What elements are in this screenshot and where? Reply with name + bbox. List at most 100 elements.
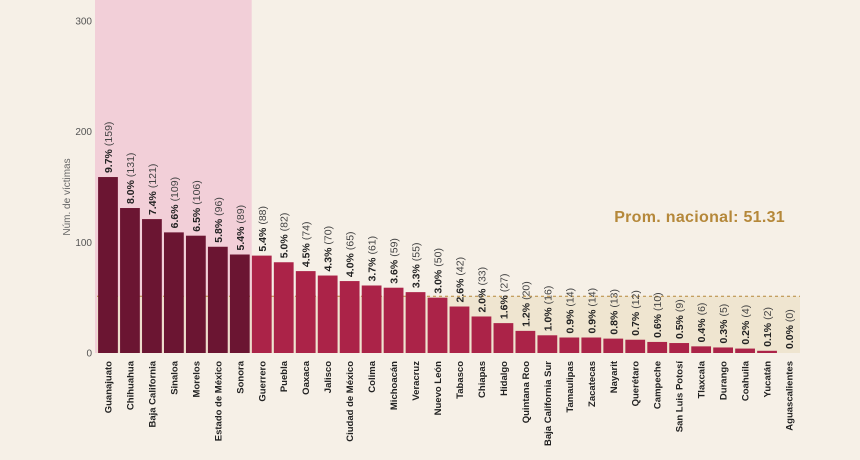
bar xyxy=(691,346,712,353)
count-label: (16) xyxy=(542,286,554,305)
y-tick-label: 0 xyxy=(86,349,92,360)
category-label: Colima xyxy=(367,360,378,392)
category-label: Sonora xyxy=(235,360,246,393)
value-labels: 9.7%(159) 8.0%(131) 7.4%(121) 6.6% (109) 6.5%… xyxy=(103,122,796,349)
y-tick-label: 300 xyxy=(75,17,92,28)
percent-label: 5.8% xyxy=(213,218,225,243)
value-label: 0.9% (14) xyxy=(586,288,598,334)
value-label: 5.8% (96) xyxy=(213,197,225,243)
percent-label: 5.4% xyxy=(235,226,247,251)
value-label: 0.0% (0) xyxy=(784,309,796,349)
value-label: 5.0% (82) xyxy=(279,213,291,259)
percent-label: 0.8% xyxy=(608,310,620,335)
percent-label: 4.0% xyxy=(345,252,357,277)
category-label: San Luis Potosí xyxy=(675,361,686,433)
bar xyxy=(515,330,536,353)
bar xyxy=(713,347,733,353)
count-label: (50) xyxy=(433,248,445,267)
count-label: (14) xyxy=(564,288,576,307)
category-label: Baja California xyxy=(147,360,158,427)
percent-label: 4.5% xyxy=(301,243,313,268)
value-label: 8.0%(131) xyxy=(125,153,137,204)
value-label: 3.3% (55) xyxy=(411,243,423,289)
value-label: 3.7% (61) xyxy=(367,236,379,282)
bar xyxy=(273,262,294,353)
bar xyxy=(317,275,338,353)
percent-label: 8.0% xyxy=(125,179,137,204)
value-label: 5.4% (89) xyxy=(235,205,247,251)
value-label: 2.0% (33) xyxy=(476,267,488,313)
count-label: (33) xyxy=(476,267,488,286)
count-label: (10) xyxy=(652,292,664,311)
y-tick-label: 200 xyxy=(75,127,92,138)
count-label: (13) xyxy=(608,289,620,308)
count-label: (159) xyxy=(103,122,115,147)
category-labels: Guanajuato Chihuahua Baja California Sinalo… xyxy=(103,360,795,446)
count-label: (14) xyxy=(586,288,598,307)
value-label: 6.6% (109) xyxy=(169,177,181,228)
bar xyxy=(735,348,755,353)
percent-label: 0.3% xyxy=(718,319,730,344)
percent-label: 4.3% xyxy=(323,247,335,272)
percent-label: 0.0% xyxy=(784,324,796,349)
percent-label: 0.5% xyxy=(674,314,686,339)
bar xyxy=(493,323,514,353)
national-average-label: Prom. nacional: 51.31 xyxy=(614,209,785,226)
category-label: Quintana Roo xyxy=(521,361,532,423)
category-label: Hidalgo xyxy=(499,361,510,396)
category-label: Aguascalientes xyxy=(785,361,796,431)
bar xyxy=(559,337,580,353)
category-label: Guerrero xyxy=(257,361,268,402)
value-label: 0.6% (10) xyxy=(652,292,664,338)
percent-label: 2.0% xyxy=(476,288,488,313)
count-label: (4) xyxy=(740,305,752,318)
bar xyxy=(361,285,382,353)
count-label: (109) xyxy=(169,177,181,202)
value-label: 0.8% (13) xyxy=(608,289,620,335)
count-label: (106) xyxy=(191,180,203,205)
percent-label: 0.9% xyxy=(586,309,598,334)
category-label: Ciudad de México xyxy=(345,361,356,442)
count-label: (70) xyxy=(323,226,335,245)
bar xyxy=(449,306,470,353)
category-label: Sinaloa xyxy=(169,360,180,395)
category-label: Tamaulipas xyxy=(565,361,576,413)
count-label: (42) xyxy=(454,257,466,276)
count-label: (65) xyxy=(345,231,357,250)
count-label: (74) xyxy=(301,221,313,240)
category-label: Estado de México xyxy=(213,361,224,441)
count-label: (121) xyxy=(147,164,159,189)
bar xyxy=(251,255,272,353)
bar xyxy=(625,339,646,353)
count-label: (12) xyxy=(630,290,642,309)
bar xyxy=(229,254,250,353)
value-label: 0.1% (2) xyxy=(762,307,774,347)
percent-label: 0.1% xyxy=(762,322,774,347)
bar xyxy=(142,219,162,353)
y-axis-ticks: 0 100 200 300 xyxy=(75,17,92,360)
value-label: 2.6% (42) xyxy=(454,257,466,303)
count-label: (55) xyxy=(411,243,423,262)
bars xyxy=(98,177,777,353)
category-label: Morelos xyxy=(191,361,202,397)
bar xyxy=(669,343,690,353)
percent-label: 7.4% xyxy=(147,190,159,215)
percent-label: 9.7% xyxy=(103,148,115,173)
y-axis-title: Núm. de víctimas xyxy=(62,158,73,235)
bar xyxy=(120,208,140,353)
percent-label: 3.6% xyxy=(389,259,401,284)
value-label: 3.0% (50) xyxy=(433,248,445,294)
percent-label: 3.0% xyxy=(433,269,445,294)
count-label: (89) xyxy=(235,205,247,224)
category-label: Campeche xyxy=(653,361,664,409)
y-tick-label: 100 xyxy=(75,238,92,249)
bar xyxy=(295,271,316,353)
category-label: Durango xyxy=(719,361,730,400)
count-label: (82) xyxy=(279,213,291,232)
bar xyxy=(427,297,448,353)
category-label: Zacatecas xyxy=(587,361,598,407)
category-label: Chiapas xyxy=(477,361,488,398)
count-label: (0) xyxy=(784,309,796,322)
value-label: 0.3% (5) xyxy=(718,304,730,344)
value-label: 0.4% (6) xyxy=(696,303,708,343)
